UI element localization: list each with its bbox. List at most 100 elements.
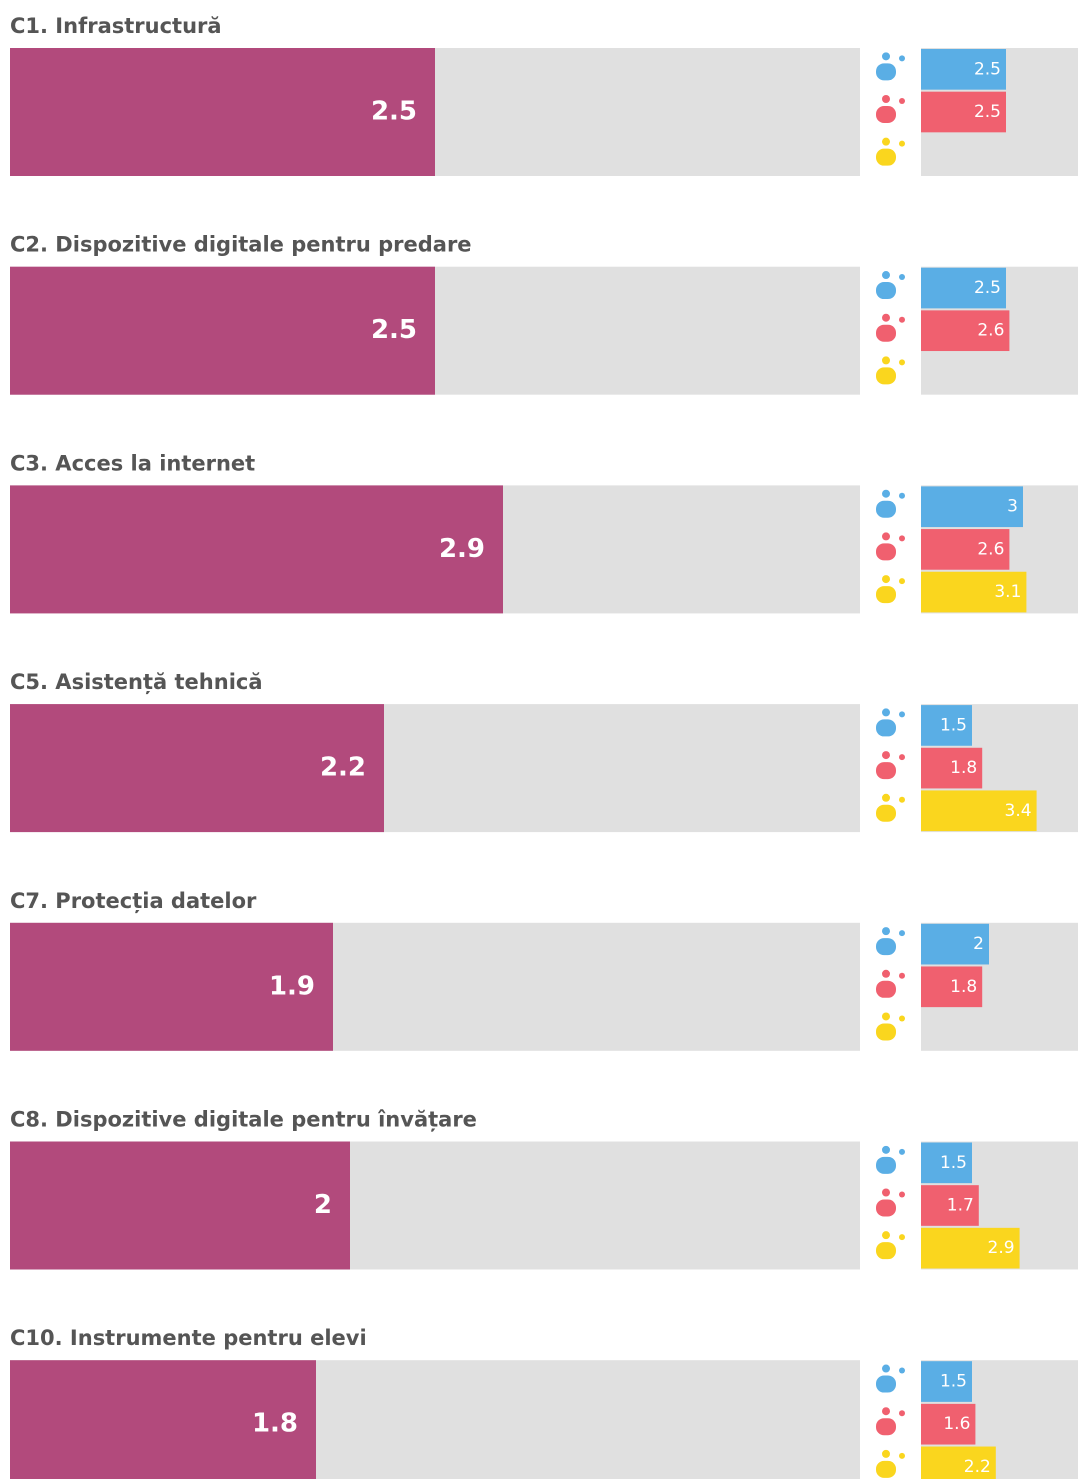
role-icon — [899, 972, 905, 979]
sub-bar-label: 2 — [973, 934, 984, 954]
sub-bar-label: 1.7 — [947, 1196, 974, 1216]
sub-bar — [921, 966, 983, 1008]
sub-bar — [921, 923, 989, 965]
role-icon — [899, 535, 905, 542]
role-icon — [876, 762, 896, 780]
bar — [10, 485, 503, 614]
sub-bar — [921, 1227, 1020, 1269]
role-icon — [899, 98, 905, 104]
sub-bar — [921, 49, 1006, 90]
panel-title: C5. Asistență tehnică — [10, 670, 263, 695]
role-icon — [876, 543, 896, 561]
sub-bar-label: 3.4 — [1005, 801, 1032, 821]
sub-bar — [921, 705, 972, 746]
sub-bar — [921, 1185, 979, 1226]
role-icon — [882, 1449, 890, 1458]
panel-title: C7. Protecția datelor — [10, 889, 257, 914]
sub-bar — [921, 790, 1037, 832]
bar-label: 2.5 — [371, 97, 417, 127]
panel-title: C1. Infrastructură — [10, 14, 222, 38]
role-icon — [876, 980, 896, 998]
role-icon — [876, 324, 896, 342]
role-icon — [882, 575, 890, 584]
role-icon — [882, 751, 890, 760]
role-icon — [899, 711, 905, 718]
role-icon — [899, 316, 905, 323]
panel-title: C10. Instrumente pentru elevi — [10, 1326, 367, 1350]
role-icon — [899, 140, 905, 147]
role-icon — [876, 1156, 896, 1174]
sub-bar-label: 1.5 — [940, 1153, 967, 1173]
role-icon — [882, 313, 890, 322]
sub-bar-label: 1.5 — [940, 1372, 967, 1392]
role-icon — [899, 754, 905, 761]
panel-title: C8. Dispozitive digitale pentru învățare — [10, 1108, 477, 1133]
sub-bar-label: 1.5 — [940, 715, 967, 735]
role-icon — [899, 1234, 905, 1241]
sub-bar — [921, 571, 1027, 613]
sub-bar-label: 2.5 — [974, 59, 1001, 79]
sub-bar — [921, 529, 1010, 570]
bar — [10, 1141, 350, 1270]
role-icon — [882, 95, 890, 103]
role-icon — [876, 282, 896, 300]
sub-bar-label: 2.6 — [977, 539, 1004, 559]
role-icon — [899, 796, 905, 803]
panel: C2. Dispozitive digitale pentru predare 2… — [10, 233, 1078, 395]
role-icon — [876, 63, 896, 81]
role-icon — [899, 359, 905, 366]
sub-bar-label: 2.5 — [974, 102, 1001, 122]
role-icon — [876, 367, 896, 385]
panel: C10. Instrumente pentru elevi 1.8 1.5 1.6 2.… — [10, 1326, 1078, 1483]
role-icon — [899, 578, 905, 585]
role-icon — [899, 1015, 905, 1022]
role-icon — [882, 1364, 890, 1373]
panel: C7. Protecția datelor 1.9 2 1.8 — [10, 889, 1078, 1051]
role-icon — [882, 1012, 890, 1021]
sub-bar — [921, 486, 1023, 528]
sub-bar — [921, 267, 1006, 309]
role-icon — [899, 274, 905, 281]
role-icon — [882, 52, 890, 61]
panel: C8. Dispozitive digitale pentru învățare… — [10, 1108, 1078, 1270]
role-icon — [876, 1023, 896, 1041]
role-icon — [876, 148, 896, 166]
bar — [10, 266, 435, 395]
role-icon — [899, 55, 905, 62]
bar — [10, 1360, 316, 1483]
role-icon — [882, 532, 890, 541]
bar-label: 1.8 — [252, 1409, 298, 1439]
role-icon — [899, 1410, 905, 1417]
role-icon — [876, 1199, 896, 1217]
panel: C3. Acces la internet 2.9 3 2.6 3.1 — [10, 451, 1078, 614]
panel-title: C2. Dispozitive digitale pentru predare — [10, 233, 472, 257]
bar-label: 1.9 — [269, 971, 315, 1001]
role-icon — [876, 804, 896, 822]
sub-bar-label: 1.8 — [950, 758, 977, 778]
role-icon — [882, 489, 890, 498]
sub-bar-label: 3 — [1007, 497, 1018, 517]
sub-bar — [921, 1403, 976, 1445]
sub-bar-label: 2.9 — [988, 1238, 1015, 1258]
role-icon — [876, 1418, 896, 1436]
role-icon — [876, 719, 896, 737]
bar-label: 2.2 — [320, 753, 366, 783]
sub-bar-label: 2.2 — [964, 1457, 991, 1477]
panel-title: C3. Acces la internet — [10, 451, 255, 475]
role-icon — [899, 1148, 905, 1155]
sub-bar — [921, 310, 1010, 352]
sub-bar-label: 2.5 — [974, 278, 1001, 298]
sub-bar — [921, 1142, 972, 1184]
role-icon — [876, 1242, 896, 1260]
role-icon — [882, 1231, 890, 1240]
role-icon — [899, 1452, 905, 1459]
role-icon — [882, 793, 890, 802]
bar — [10, 48, 435, 176]
role-icon — [899, 930, 905, 937]
role-icon — [876, 1460, 896, 1478]
bar — [10, 922, 333, 1051]
role-icon — [876, 938, 896, 956]
sub-bar — [921, 91, 1006, 133]
bar — [10, 704, 384, 833]
